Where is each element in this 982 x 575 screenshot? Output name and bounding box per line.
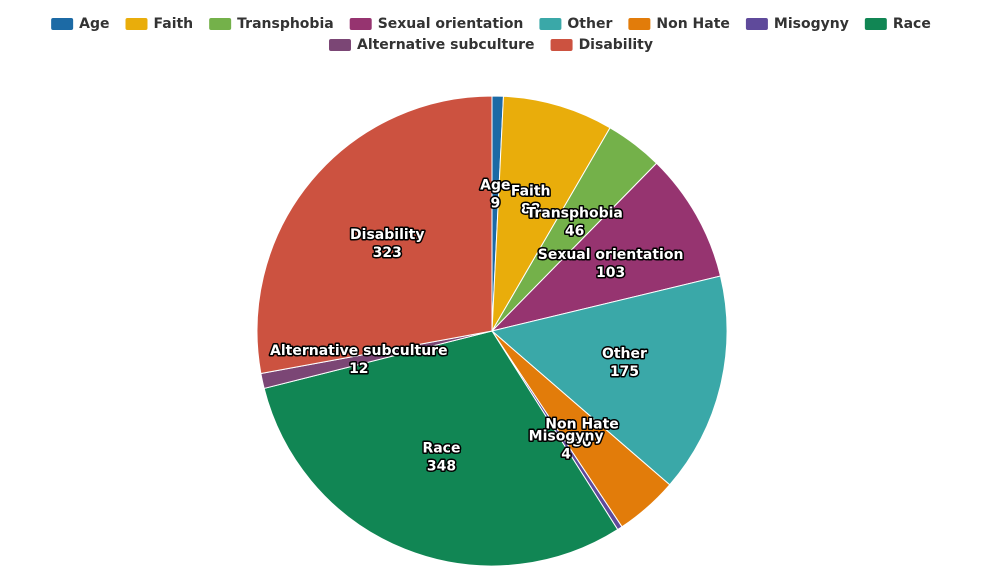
- slice-label-non-hate: Non Hate 50: [544, 415, 621, 452]
- slice-disability[interactable]: [256, 95, 493, 375]
- slice-sexual-orientation[interactable]: [490, 162, 722, 332]
- legend-item-transphobia[interactable]: Transphobia: [209, 16, 334, 32]
- slice-label-race: Race 348: [421, 439, 462, 476]
- legend-item-disability[interactable]: Disability: [550, 37, 653, 53]
- slice-label-age: Age 9: [479, 176, 512, 213]
- legend-swatch: [550, 39, 573, 51]
- legend-swatch: [209, 18, 232, 30]
- slice-label-name: Faith: [511, 183, 551, 199]
- legend-swatch: [328, 39, 351, 51]
- slice-label-value: 348: [427, 459, 456, 475]
- legend: Age Faith Transphobia Sexual orientation Oth…: [51, 16, 931, 53]
- slice-label-alternative-subculture: Alternative subculture 12: [269, 341, 450, 378]
- legend-item-misogyny[interactable]: Misogyny: [745, 16, 849, 32]
- legend-item-faith[interactable]: Faith: [125, 16, 194, 32]
- slice-label-transphobia: Transphobia 46: [525, 204, 625, 241]
- slice-label-name: Transphobia: [526, 206, 623, 222]
- slice-faith[interactable]: [491, 95, 611, 332]
- legend-label: Sexual orientation: [378, 16, 524, 32]
- legend-item-non-hate[interactable]: Non Hate: [628, 16, 730, 32]
- slice-label-name: Non Hate: [545, 416, 619, 432]
- legend-label: Misogyny: [774, 16, 849, 32]
- legend-swatch: [745, 18, 768, 30]
- legend-label: Age: [79, 16, 109, 32]
- legend-row: Age Faith Transphobia Sexual orientation Oth…: [51, 16, 931, 32]
- slice-label-value: 46: [565, 224, 584, 240]
- slice-label-name: Other: [602, 346, 647, 362]
- legend-item-other[interactable]: Other: [539, 16, 612, 32]
- legend-label: Transphobia: [237, 16, 334, 32]
- legend-item-alternative-subculture[interactable]: Alternative subculture: [328, 37, 535, 53]
- slice-label-value: 12: [349, 361, 368, 377]
- legend-swatch: [349, 18, 372, 30]
- slice-label-name: Disability: [350, 227, 424, 243]
- legend-item-age[interactable]: Age: [51, 16, 110, 32]
- slice-label-other: Other 175: [600, 345, 648, 382]
- legend-swatch: [539, 18, 562, 30]
- slice-label-value: 9: [490, 196, 500, 212]
- legend-swatch: [125, 18, 148, 30]
- slice-race[interactable]: [263, 330, 619, 567]
- slice-label-name: Alternative subculture: [270, 343, 448, 359]
- slice-label-value: 88: [521, 201, 540, 217]
- slice-label-name: Sexual orientation: [538, 247, 684, 263]
- pie-slices: [256, 95, 728, 567]
- slice-label-faith: Faith 88: [509, 182, 552, 219]
- slice-label-value: 50: [572, 434, 592, 450]
- legend-label: Race: [893, 16, 931, 32]
- slice-other[interactable]: [490, 275, 728, 486]
- legend-swatch: [628, 18, 651, 30]
- slice-label-value: 103: [596, 265, 625, 281]
- slice-label-value: 323: [373, 245, 402, 261]
- slice-label-disability: Disability 323: [349, 225, 426, 262]
- legend-item-sexual-orientation[interactable]: Sexual orientation: [349, 16, 524, 32]
- slice-label-sexual-orientation: Sexual orientation 103: [536, 245, 685, 282]
- slice-label-name: Misogyny: [529, 428, 604, 444]
- legend-swatch: [51, 18, 74, 30]
- legend-swatch: [864, 18, 887, 30]
- legend-item-race[interactable]: Race: [864, 16, 931, 32]
- slice-label-name: Age: [480, 178, 510, 194]
- slice-label-value: 4: [561, 446, 571, 462]
- legend-label: Faith: [154, 16, 194, 32]
- slice-label-misogyny: Misogyny 4: [527, 427, 605, 464]
- legend-row: Alternative subculture Disability: [328, 37, 653, 53]
- slice-label-value: 175: [610, 364, 639, 380]
- legend-label: Alternative subculture: [357, 37, 535, 53]
- slice-label-name: Race: [422, 441, 460, 457]
- legend-label: Other: [567, 16, 612, 32]
- legend-label: Non Hate: [656, 16, 730, 32]
- legend-label: Disability: [579, 37, 653, 53]
